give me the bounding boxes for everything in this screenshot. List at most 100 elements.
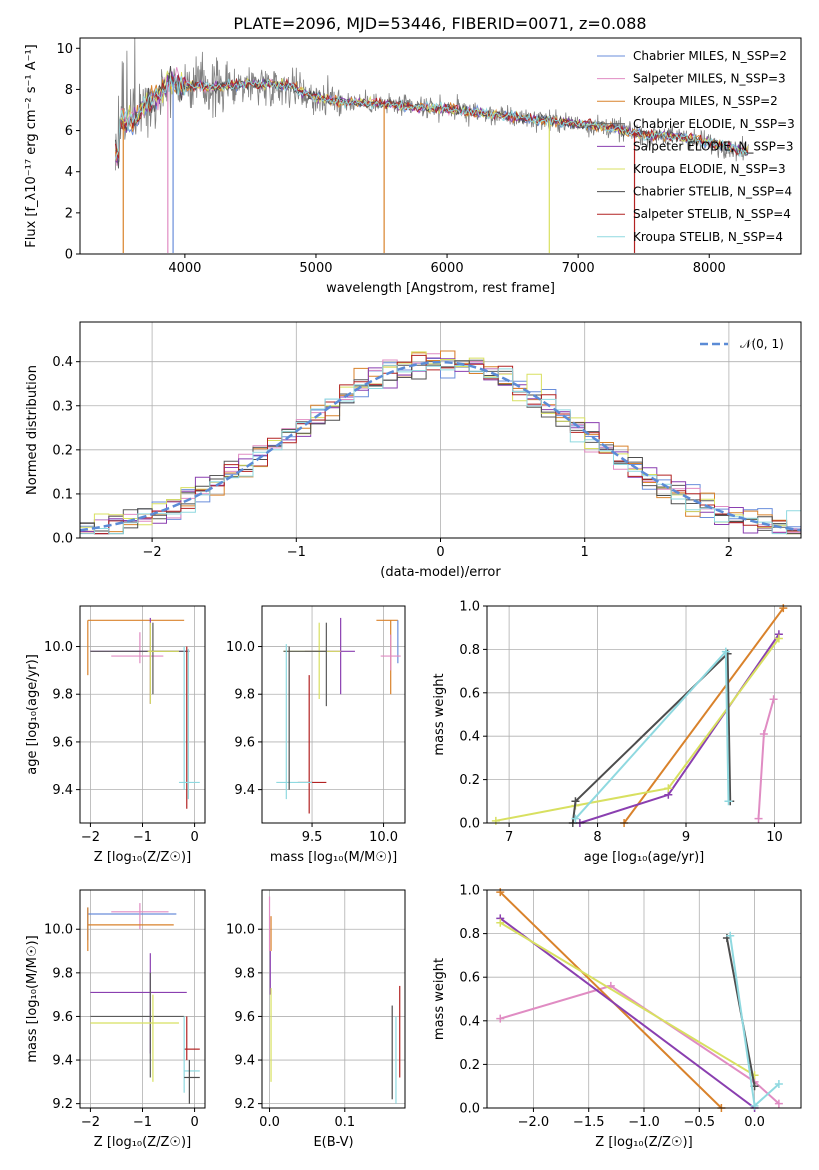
weight_vs_age-series-line — [571, 651, 732, 823]
age_vs_mass-xlabel: mass [log₁₀(M/M☉)] — [270, 850, 397, 865]
weight_vs_Z-ylabel: mass weight — [432, 958, 447, 1040]
age_vs_Z-frame — [79, 605, 206, 824]
weight_vs_Z-ytick-label: 0.2 — [459, 1058, 480, 1073]
mass_vs_Z-xlabel: Z [log₁₀(Z/Z☉)] — [94, 1135, 191, 1150]
spectrum-frame — [79, 37, 802, 255]
weight_vs_age-ytick-label: 0.8 — [459, 643, 480, 658]
residuals-ytick-label: 0.4 — [52, 355, 73, 370]
weight_vs_Z-xtick-label: 0.0 — [744, 1115, 765, 1130]
mass_vs_Z-frame — [79, 889, 206, 1109]
mass_vs_Z-ylabel: mass [log₁₀(M/M☉)] — [25, 935, 40, 1062]
weight_vs_Z-ytick-label: 0.4 — [459, 1014, 480, 1029]
residuals-xlabel: (data-model)/error — [380, 565, 501, 580]
weight_vs_age-series-line — [623, 607, 785, 823]
age_vs_Z-ytick-label: 9.6 — [52, 735, 73, 750]
legend-label: Chabrier STELIB, N_SSP=4 — [633, 185, 792, 199]
age_vs_mass-frame — [261, 605, 406, 824]
spectrum-ylabel: Flux [f_λ10⁻¹⁷ erg cm⁻² s⁻¹ A⁻¹] — [24, 44, 39, 248]
weight_vs_Z-point-marker — [774, 1099, 783, 1108]
age_vs_Z-xtick-label: −2 — [81, 830, 100, 845]
weight_vs_age-frame — [486, 605, 802, 824]
age_vs_Z-axes: −2 −1 0 9.4 9.6 9.8 10.0 Z [log₁₀(Z/Z☉)] age [lo… — [25, 606, 205, 865]
residuals-axes: −2 −1 0 1 2 0.0 0.1 0.2 0.3 0.4 (data-model)/error… — [25, 322, 801, 580]
legend-label: 𝒩(0, 1) — [740, 337, 784, 351]
weight_vs_age-point-marker — [769, 695, 778, 704]
mass_vs_ebv-xlabel: E(B-V) — [313, 1135, 353, 1150]
age_vs_Z-ytick-label: 10.0 — [44, 640, 73, 655]
weight_vs_age-point-marker — [491, 816, 500, 825]
mass_vs_ebv-ytick-label: 9.4 — [234, 1054, 255, 1069]
weight_vs_Z-xlabel: Z [log₁₀(Z/Z☉)] — [595, 1135, 692, 1150]
weight_vs_Z-point-marker — [726, 931, 735, 940]
spectrum-ytick-label: 4 — [65, 165, 73, 180]
spectrum-xtick-label: 7000 — [562, 261, 595, 276]
age_vs_Z-ylabel: age [log₁₀(age/yr)] — [25, 654, 40, 775]
legend-label: Chabrier MILES, N_SSP=2 — [633, 49, 787, 63]
legend-label: Kroupa STELIB, N_SSP=4 — [633, 230, 783, 244]
spectrum-xtick-label: 4000 — [168, 261, 201, 276]
weight_vs_age-xlabel: age [log₁₀(age/yr)] — [584, 850, 705, 865]
weight_vs_age-point-marker — [721, 647, 730, 656]
weight_vs_Z-frame — [486, 889, 802, 1109]
weight_vs_age-point-marker — [724, 797, 733, 806]
residuals-xtick-label: 2 — [725, 545, 733, 560]
weight_vs_Z-ytick-label: 0.6 — [459, 971, 480, 986]
weight_vs_age-ytick-label: 0.0 — [459, 817, 480, 832]
mass_vs_ebv-ytick-label: 9.8 — [234, 966, 255, 981]
weight_vs_age-point-marker — [664, 784, 673, 793]
spectrum-xtick-label: 6000 — [431, 261, 464, 276]
weight_vs_age-series-line — [757, 699, 775, 819]
age_vs_Z-ytick-label: 9.8 — [52, 688, 73, 703]
residual-histogram — [80, 357, 801, 535]
mass_vs_Z-ytick-label: 9.8 — [52, 966, 73, 981]
weight_vs_age-xtick-label: 8 — [593, 830, 601, 845]
weight_vs_Z-ytick-label: 0.0 — [459, 1102, 480, 1117]
legend-label: Salpeter MILES, N_SSP=3 — [633, 72, 786, 86]
legend-label: Kroupa ELODIE, N_SSP=3 — [633, 162, 786, 176]
spectrum-xtick-label: 5000 — [299, 261, 332, 276]
residuals-ytick-label: 0.1 — [52, 487, 73, 502]
residual-histogram — [80, 364, 801, 535]
weight_vs_age-axes: 7 8 9 10 0.0 0.2 0.4 0.6 0.8 1.0 age [log₁₀(age/yr… — [432, 600, 801, 865]
weight_vs_age-series-line — [495, 637, 780, 822]
weight_vs_Z-xtick-label: −1.0 — [628, 1115, 660, 1130]
weight_vs_Z-ytick-label: 0.8 — [459, 927, 480, 942]
weight_vs_age-xtick-label: 9 — [682, 830, 690, 845]
spectrum-ytick-label: 6 — [65, 124, 73, 139]
residuals-ytick-label: 0.3 — [52, 399, 73, 414]
weight_vs_Z-point-marker — [496, 1014, 505, 1023]
age_vs_mass-ytick-label: 10.0 — [226, 640, 255, 655]
weight_vs_age-point-marker — [754, 814, 763, 823]
age_vs_Z-ytick-label: 9.4 — [52, 783, 73, 798]
mass_vs_ebv-ytick-label: 9.6 — [234, 1010, 255, 1025]
weight_vs_age-point-marker — [759, 730, 768, 739]
weight_vs_Z-series-line — [499, 921, 756, 1077]
legend-label: Chabrier ELODIE, N_SSP=3 — [633, 117, 795, 131]
mass_vs_ebv-frame — [261, 889, 406, 1109]
residuals-xtick-label: −2 — [143, 545, 162, 560]
mass_vs_Z-xtick-label: −1 — [133, 1115, 152, 1130]
legend-label: Kroupa MILES, N_SSP=2 — [633, 94, 778, 108]
residuals-xtick-label: 1 — [581, 545, 589, 560]
spectrum-ytick-label: 0 — [65, 248, 73, 263]
weight_vs_Z-xtick-label: −2.0 — [518, 1115, 550, 1130]
weight_vs_age-point-marker — [774, 634, 783, 643]
mass_vs_ebv-xtick-label: 0.0 — [259, 1115, 280, 1130]
age_vs_mass-xtick-label: 9.5 — [302, 830, 323, 845]
residuals-ytick-label: 0.2 — [52, 443, 73, 458]
spectrum-ytick-label: 10 — [56, 42, 73, 57]
weight_vs_Z-point-marker — [496, 918, 505, 927]
age_vs_Z-xlabel: Z [log₁₀(Z/Z☉)] — [94, 850, 191, 865]
mass_vs_Z-xtick-label: −2 — [81, 1115, 100, 1130]
weight_vs_age-series-line — [579, 633, 780, 823]
age_vs_mass-xtick-label: 10.0 — [369, 830, 398, 845]
weight_vs_Z-series-line — [499, 917, 756, 1108]
weight_vs_Z-axes: −2.0 −1.5 −1.0 −0.5 0.0 0.0 0.2 0.4 0.6 0.8 1.0 Z [… — [432, 884, 801, 1150]
mass_vs_Z-ytick-label: 9.2 — [52, 1097, 73, 1112]
weight_vs_age-point-marker — [571, 797, 580, 806]
legend-label: Salpeter ELODIE, N_SSP=3 — [633, 139, 794, 153]
residuals-frame — [79, 321, 802, 539]
weight_vs_Z-point-marker — [774, 1080, 783, 1089]
age_vs_mass-ytick-label: 9.8 — [234, 688, 255, 703]
